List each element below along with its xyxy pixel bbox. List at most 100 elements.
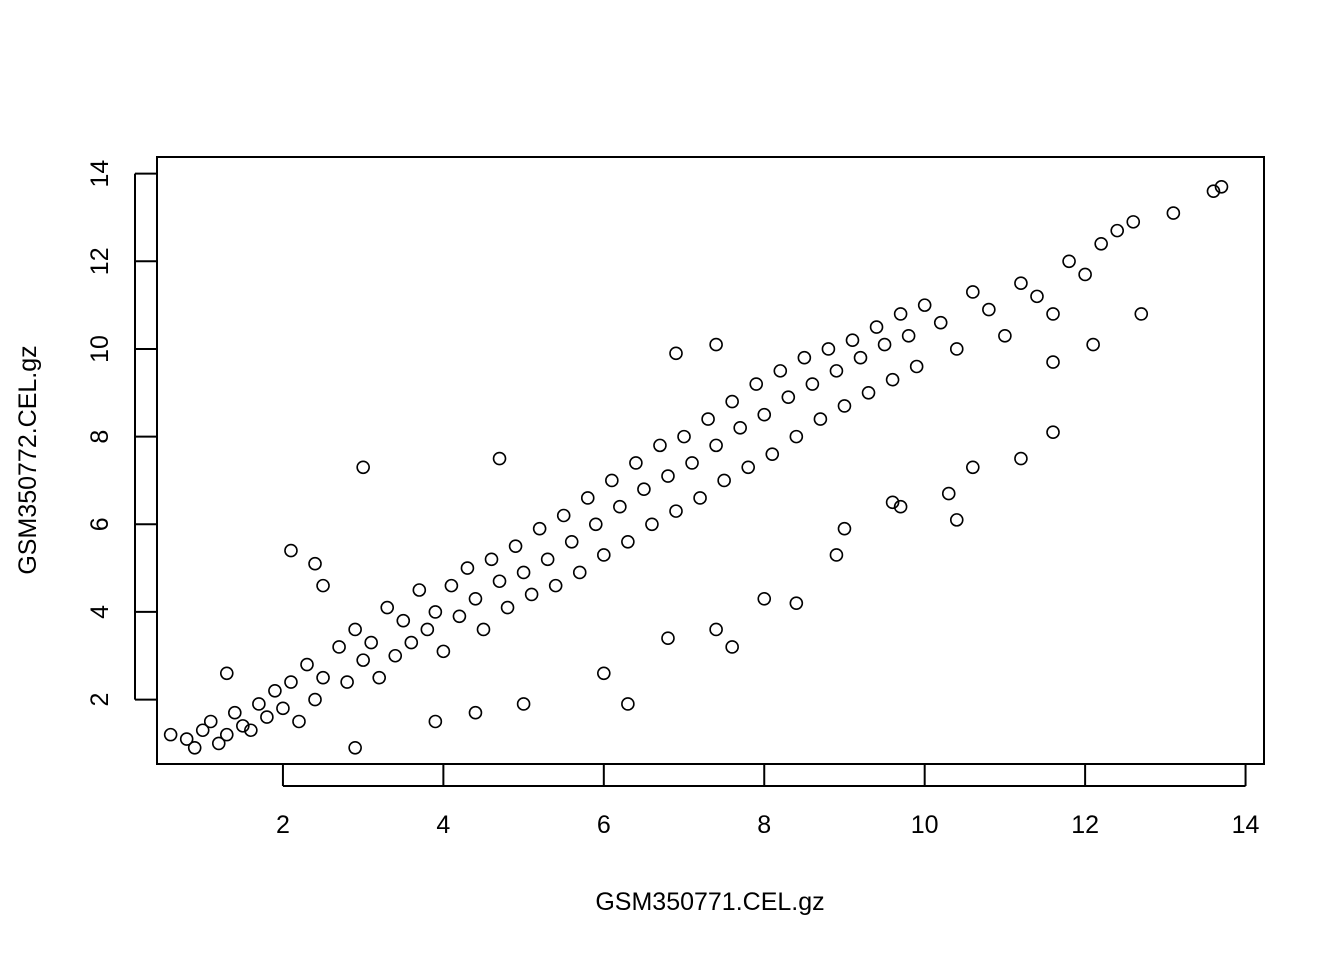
data-point [516, 565, 531, 580]
data-point [805, 377, 820, 391]
data-point [949, 342, 964, 356]
data-point [621, 534, 635, 549]
data-point [653, 438, 667, 453]
data-point [757, 407, 772, 422]
data-point [244, 723, 258, 738]
data-point [428, 714, 443, 729]
data-point [597, 666, 611, 681]
data-point [219, 666, 234, 681]
data-point [236, 719, 250, 733]
data-point [260, 710, 274, 724]
data-point [436, 644, 451, 659]
data-point [829, 364, 844, 378]
data-point [966, 460, 980, 475]
data-point [564, 534, 579, 549]
data-point [893, 499, 908, 514]
data-point [588, 517, 603, 532]
data-point [228, 705, 242, 720]
data-point [195, 723, 210, 738]
data-point [621, 697, 635, 711]
data-point [853, 350, 868, 365]
data-point [869, 320, 884, 334]
data-point [420, 622, 435, 637]
data-point [717, 473, 731, 488]
data-point [701, 412, 715, 426]
data-point [966, 285, 980, 299]
data-point [308, 692, 322, 707]
data-point [364, 635, 378, 650]
points-layer [163, 180, 1229, 755]
data-point [797, 350, 812, 365]
y-tick-label: 6 [86, 517, 114, 531]
data-point [773, 364, 788, 378]
data-point [388, 648, 403, 663]
data-point [757, 591, 772, 606]
data-point [179, 732, 194, 746]
data-point [669, 346, 683, 361]
y-tick-label: 2 [86, 693, 114, 707]
x-tick-label: 12 [1071, 811, 1099, 839]
data-point [605, 473, 619, 488]
data-point [348, 740, 362, 755]
data-point [308, 556, 322, 571]
data-point [645, 517, 659, 532]
data-point [572, 565, 587, 580]
data-point [669, 504, 683, 518]
data-point [412, 583, 427, 597]
data-point [1046, 307, 1060, 321]
data-point [1166, 206, 1181, 220]
data-point [548, 578, 563, 593]
data-point [749, 377, 764, 391]
data-point [276, 701, 290, 716]
data-point [452, 609, 467, 624]
data-point [1206, 184, 1221, 198]
x-axis: 2 4 6 8 10 12 14 [276, 764, 1260, 839]
data-point [340, 675, 354, 689]
data-point [845, 333, 860, 347]
data-point [1126, 215, 1141, 229]
data-point [348, 622, 362, 637]
data-point [1046, 425, 1060, 440]
data-point [404, 635, 419, 650]
data-point [476, 622, 491, 637]
y-axis: 2 4 6 8 10 12 14 [86, 160, 157, 707]
data-point [292, 714, 306, 729]
data-point [396, 613, 411, 628]
data-point [837, 521, 852, 536]
data-point [725, 394, 739, 409]
y-tick-label: 14 [86, 160, 114, 188]
x-tick-label: 14 [1232, 811, 1260, 839]
data-point [629, 456, 643, 470]
data-point [677, 429, 691, 444]
data-point [781, 390, 796, 404]
data-point [532, 521, 547, 536]
data-point [284, 543, 298, 558]
data-point [941, 486, 956, 501]
data-point [837, 399, 852, 413]
data-point [1046, 355, 1060, 369]
x-axis-title: GSM350771.CEL.gz [595, 888, 824, 916]
data-point [982, 302, 996, 317]
data-point [829, 548, 844, 562]
data-point [508, 539, 523, 553]
data-point [765, 447, 780, 461]
data-point [468, 591, 483, 606]
data-point [637, 482, 651, 497]
data-point [332, 640, 346, 654]
data-point [211, 736, 226, 751]
data-point [187, 740, 202, 755]
data-point [252, 697, 266, 711]
data-point [284, 675, 298, 689]
data-point [893, 307, 908, 321]
data-point [492, 574, 507, 589]
data-point [998, 329, 1012, 343]
data-point [613, 499, 627, 514]
data-point [444, 578, 459, 593]
y-tick-label: 10 [86, 335, 114, 363]
data-point [219, 727, 234, 742]
x-tick-label: 8 [757, 811, 771, 839]
data-point [693, 491, 707, 505]
data-point [492, 451, 507, 466]
data-point [725, 640, 739, 654]
data-point [901, 329, 916, 343]
